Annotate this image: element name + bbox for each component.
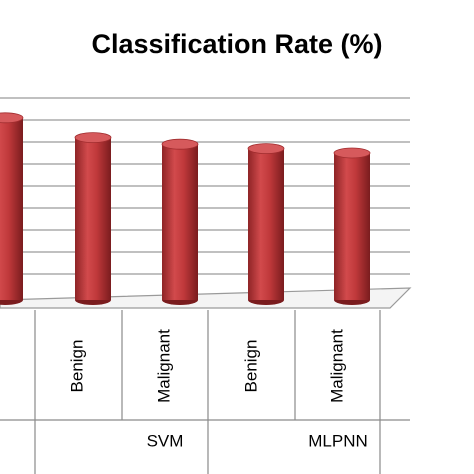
chart-title: Classification Rate (%): [91, 29, 382, 59]
x-tick-label: Benign: [241, 340, 260, 393]
bar-top: [161, 138, 199, 150]
bar-body: [334, 153, 370, 300]
bars: [0, 112, 371, 305]
bar: [247, 143, 285, 305]
bar: [74, 132, 112, 305]
group-label: SVM: [147, 431, 184, 450]
bar-top: [333, 147, 371, 159]
x-tick-label: Malignant: [327, 329, 346, 403]
bar-body: [162, 144, 198, 300]
bar: [161, 138, 199, 305]
bar-top: [74, 132, 112, 144]
group-label: MLPNN: [308, 431, 368, 450]
bar-top: [0, 112, 24, 124]
labels: Benign Malignant Benign Malignant SVM MLPNN: [67, 329, 367, 451]
x-tick-label: Malignant: [154, 329, 173, 403]
bar-body: [0, 117, 23, 300]
x-tick-label: Benign: [67, 340, 86, 393]
grid: [0, 97, 410, 275]
bar-body: [75, 137, 111, 300]
bar-body: [248, 148, 284, 300]
bar-top: [247, 143, 285, 155]
bar: [333, 147, 371, 305]
category-table: [0, 310, 410, 474]
bar: [0, 112, 24, 305]
